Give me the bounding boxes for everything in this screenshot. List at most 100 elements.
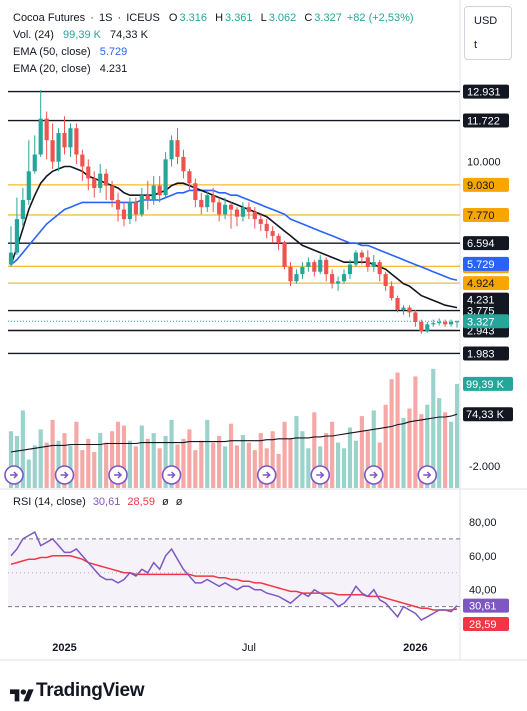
volume-bar	[330, 421, 335, 488]
event-arrow	[167, 471, 176, 479]
candle	[205, 195, 210, 208]
volume-bar	[454, 383, 460, 488]
candle	[222, 204, 228, 215]
event-marker-icon[interactable]	[161, 465, 182, 485]
candle	[86, 166, 91, 179]
level-label: 6.594	[467, 238, 495, 250]
volume-bar	[193, 450, 198, 488]
volume-bar	[395, 372, 400, 488]
volume-bar	[151, 433, 156, 488]
candle	[324, 259, 329, 275]
symbol-name: Cocoa Futures	[13, 12, 86, 24]
level-tag	[463, 303, 509, 318]
event-marker-icon[interactable]	[256, 465, 277, 485]
candle	[199, 199, 204, 208]
open-value: 3.316	[179, 12, 207, 24]
rsi-tick-label: 80,00	[469, 517, 497, 529]
volume-bar	[246, 442, 251, 488]
candle	[389, 286, 394, 299]
volume-bar	[377, 442, 382, 488]
currency-selector[interactable]: USD t	[464, 6, 512, 60]
volume-tick-label: -2.000	[469, 461, 500, 473]
volume-bar	[234, 445, 240, 488]
time-tick-label: 2026	[403, 642, 427, 654]
volume-bar	[14, 435, 20, 488]
volume-bar	[300, 431, 305, 488]
volume-bar	[365, 431, 370, 488]
price-tick-label: 10.000	[467, 157, 501, 169]
brand-name[interactable]: TradingView	[36, 680, 145, 701]
rsi-legend: RSI (14, close) 30,61 28,59 ø ø	[13, 496, 183, 508]
volume-bar	[86, 438, 91, 488]
volume-bar	[359, 416, 364, 488]
candle	[300, 266, 305, 275]
candle	[145, 195, 150, 200]
candle	[175, 140, 180, 157]
candle	[294, 274, 299, 282]
event-marker-icon[interactable]	[54, 465, 75, 485]
volume-bar	[26, 459, 31, 488]
candle	[139, 195, 144, 215]
volume-bar	[62, 433, 67, 488]
ema20-line	[10, 165, 458, 309]
candle	[14, 219, 20, 253]
volume-bar	[139, 425, 144, 488]
candle	[365, 257, 370, 267]
volume-bar	[252, 450, 257, 488]
volume-bar	[50, 419, 55, 488]
price-tag	[463, 256, 509, 271]
unit-label: t	[474, 39, 478, 51]
volume-bar	[383, 404, 388, 488]
candle	[80, 154, 85, 167]
currency-label: USD	[474, 15, 498, 27]
candle	[32, 154, 37, 172]
ema50-value: 5.729	[99, 46, 128, 58]
candle	[187, 171, 192, 184]
candle	[443, 321, 448, 325]
candle	[157, 185, 162, 196]
volume-bar	[437, 398, 442, 488]
event-marker-icon[interactable]	[417, 465, 438, 485]
candle	[151, 185, 156, 200]
candle	[56, 133, 61, 162]
change-value: +82 (+2,53%)	[346, 12, 414, 24]
volume-bar	[68, 445, 73, 488]
time-tick-label: 2025	[52, 642, 76, 654]
candle	[258, 219, 263, 224]
level-label: 4.924	[467, 278, 495, 290]
candle	[454, 321, 460, 323]
event-marker-icon[interactable]	[4, 465, 24, 485]
candle	[133, 202, 138, 215]
event-marker-icon[interactable]	[363, 465, 384, 485]
event-marker-icon[interactable]	[310, 465, 331, 485]
volume-bar	[175, 444, 180, 488]
symbol-legend: Cocoa Futures · 1S · ICEUS O 3.316 H 3.361…	[13, 12, 414, 24]
volume-ma-value: 74,33 K	[110, 29, 148, 41]
rsi-ma-tag-label: 28,59	[469, 619, 497, 631]
tradingview-logo-icon[interactable]	[10, 685, 34, 707]
candle	[8, 252, 14, 265]
volume-bar	[80, 450, 85, 488]
candle	[234, 209, 240, 217]
close-value: 3.327	[314, 12, 342, 24]
rsi-tick-label: 60,00	[469, 551, 497, 563]
price-tag-label: 3.327	[467, 316, 495, 328]
volume-bar	[222, 446, 228, 488]
candle	[50, 140, 55, 162]
event-arrow	[316, 471, 325, 479]
volume-bar	[38, 429, 43, 488]
volume-bar	[133, 446, 138, 488]
event-arrow	[262, 471, 271, 479]
event-marker-icon[interactable]	[108, 465, 128, 485]
volume-bar	[425, 404, 430, 488]
rsi-ma-value: 28,59	[127, 496, 155, 508]
volume-bar	[92, 452, 97, 488]
volume-bar	[56, 440, 61, 488]
volume-ma-tag	[463, 407, 513, 422]
rsi-ma-line	[10, 555, 458, 611]
volume-bar	[163, 435, 168, 488]
candle	[62, 133, 67, 148]
volume-bar	[240, 435, 246, 488]
exchange: ICEUS	[126, 12, 160, 24]
